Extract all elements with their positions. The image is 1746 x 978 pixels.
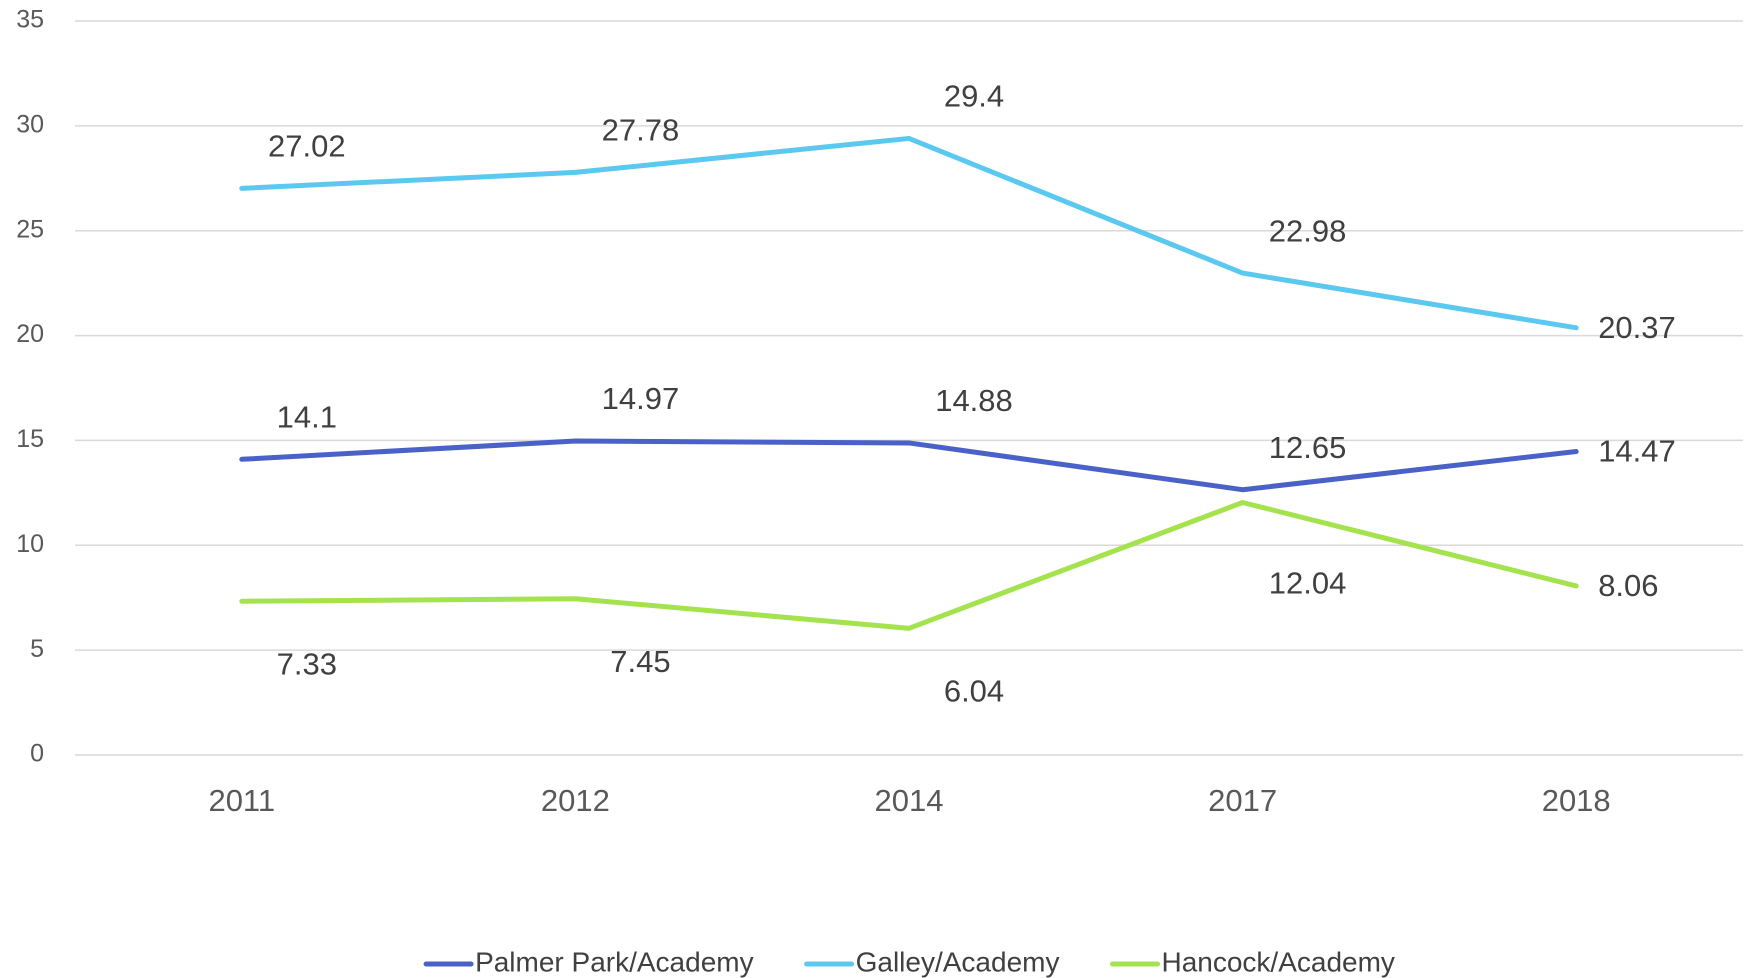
series-line <box>239 500 1579 631</box>
data-label: 29.4 <box>944 79 1004 114</box>
data-label: 12.04 <box>1269 566 1347 601</box>
data-label: 27.02 <box>268 129 346 164</box>
x-tick-label: 2012 <box>541 783 610 818</box>
legend-label: Galley/Academy <box>856 946 1060 977</box>
data-label: 7.45 <box>610 644 670 679</box>
data-label: 12.65 <box>1269 430 1347 465</box>
data-label: 14.97 <box>602 381 680 416</box>
y-tick-label: 25 <box>16 215 44 243</box>
y-tick-label: 35 <box>16 6 44 34</box>
data-label: 27.78 <box>602 113 680 148</box>
data-label: 7.33 <box>277 646 337 681</box>
x-tick-label: 2018 <box>1542 783 1611 818</box>
y-tick-label: 20 <box>16 320 44 348</box>
data-label: 20.37 <box>1598 310 1676 345</box>
series-line <box>239 438 1579 493</box>
y-tick-label: 30 <box>16 110 44 138</box>
data-label: 14.88 <box>935 383 1013 418</box>
y-tick-label: 5 <box>30 635 44 663</box>
series-line <box>239 135 1579 331</box>
legend-label: Hancock/Academy <box>1161 946 1394 977</box>
x-tick-label: 2011 <box>208 783 275 818</box>
legend-label: Palmer Park/Academy <box>475 946 754 977</box>
data-label: 8.06 <box>1598 568 1658 603</box>
x-tick-label: 2014 <box>875 783 944 818</box>
y-tick-label: 0 <box>30 740 44 768</box>
data-label: 14.47 <box>1598 434 1676 469</box>
data-label: 6.04 <box>944 674 1004 709</box>
y-tick-label: 15 <box>16 425 44 453</box>
x-tick-label: 2017 <box>1208 783 1277 818</box>
data-label: 14.1 <box>277 399 337 434</box>
y-tick-label: 10 <box>16 530 44 558</box>
data-label: 22.98 <box>1269 213 1347 248</box>
